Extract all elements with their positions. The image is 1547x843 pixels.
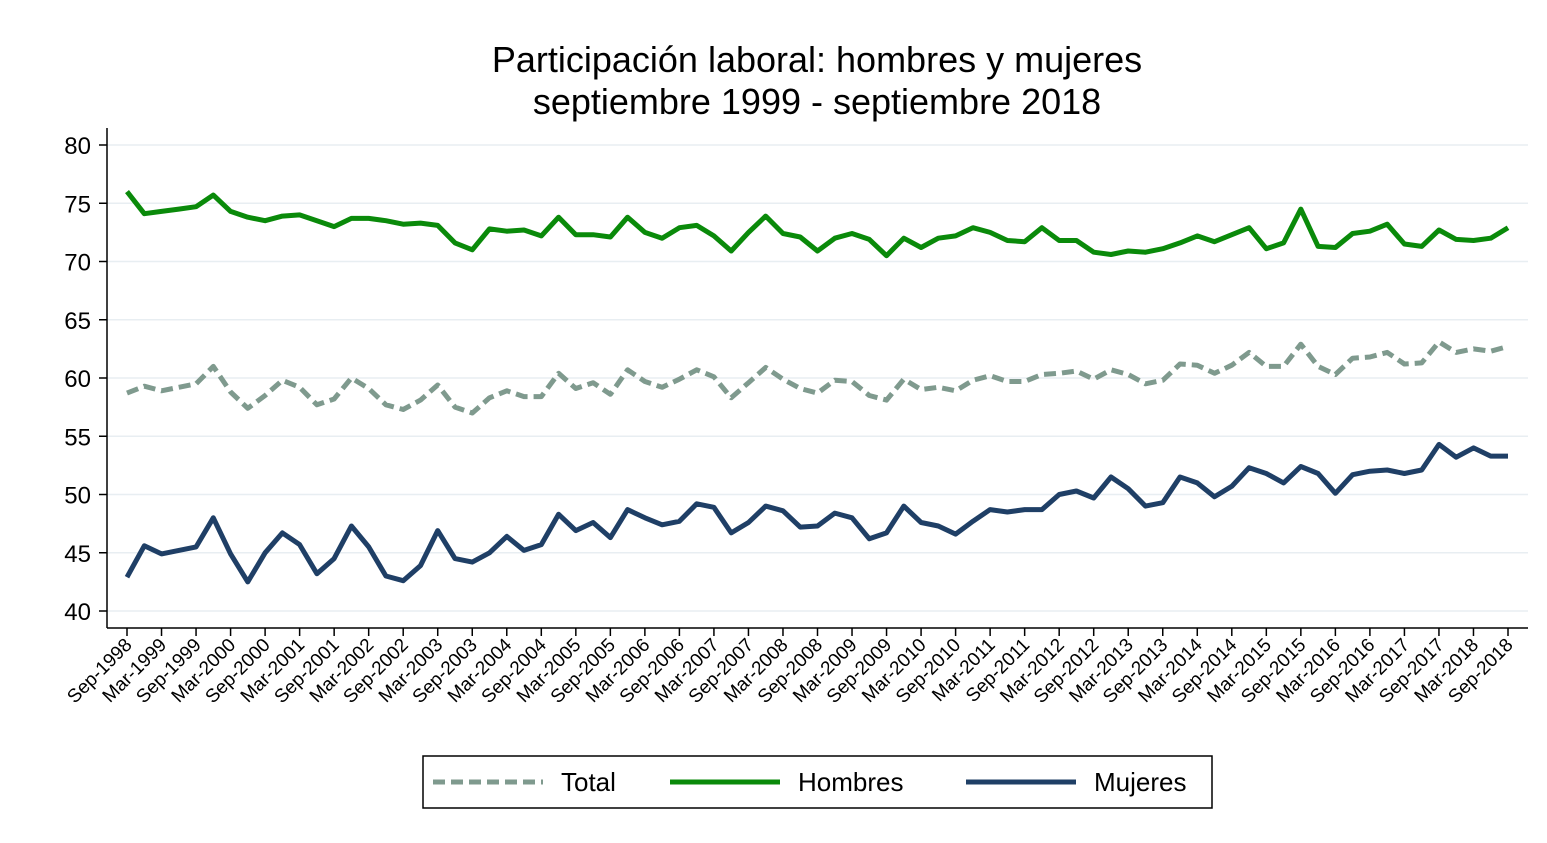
line-series — [125, 190, 1510, 259]
legend-label: Hombres — [798, 767, 903, 797]
line-series — [124, 441, 1508, 585]
y-tick-label: 75 — [64, 191, 91, 218]
legend-box — [422, 755, 1213, 809]
y-tick-label: 50 — [64, 483, 91, 510]
y-tick-label: 65 — [64, 308, 91, 335]
y-tick-label: 60 — [64, 366, 91, 393]
y-tick-label: 40 — [64, 599, 91, 626]
y-tick-label: 70 — [64, 250, 91, 277]
chart-title: Participación laboral: hombres y mujeres — [492, 39, 1142, 80]
y-tick-label: 80 — [64, 133, 91, 160]
line-series — [126, 339, 1509, 416]
y-tick-label: 45 — [64, 541, 91, 568]
y-tick-label: 55 — [64, 424, 91, 451]
legend-label: Total — [561, 767, 616, 797]
legend-label: Mujeres — [1094, 767, 1186, 797]
chart-subtitle: septiembre 1999 - septiembre 2018 — [533, 81, 1101, 122]
